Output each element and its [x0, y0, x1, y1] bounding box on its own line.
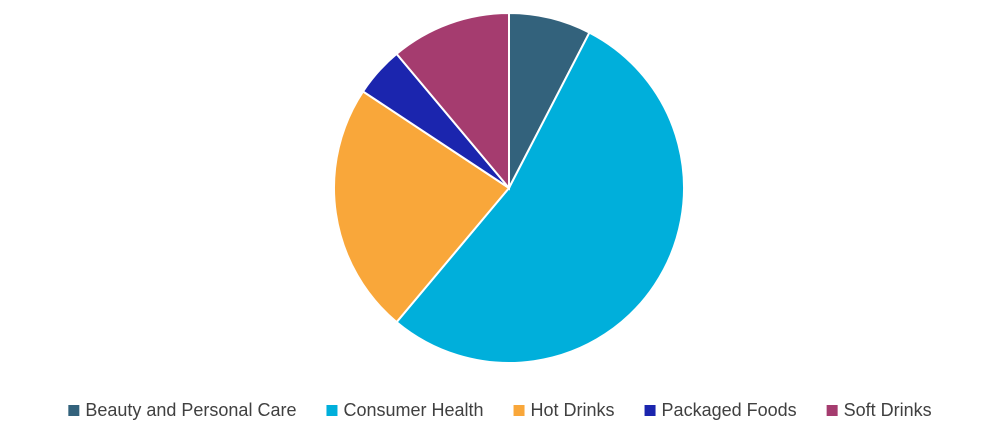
legend-swatch	[68, 405, 80, 416]
legend-label: Soft Drinks	[844, 400, 932, 420]
legend-swatch	[326, 405, 338, 416]
legend-swatch	[826, 405, 838, 416]
legend-swatch	[513, 405, 525, 416]
legend-label: Beauty and Personal Care	[85, 400, 296, 420]
legend-swatch	[644, 405, 656, 416]
legend-label: Consumer Health	[343, 400, 483, 420]
pie-slice	[395, 11, 510, 191]
pie-slice	[333, 90, 511, 324]
legend: Beauty and Personal Care Consumer Health H…	[68, 400, 932, 420]
pie-slice	[395, 31, 685, 364]
legend-label: Hot Drinks	[531, 400, 615, 420]
legend-label: Packaged Foods	[662, 400, 797, 420]
